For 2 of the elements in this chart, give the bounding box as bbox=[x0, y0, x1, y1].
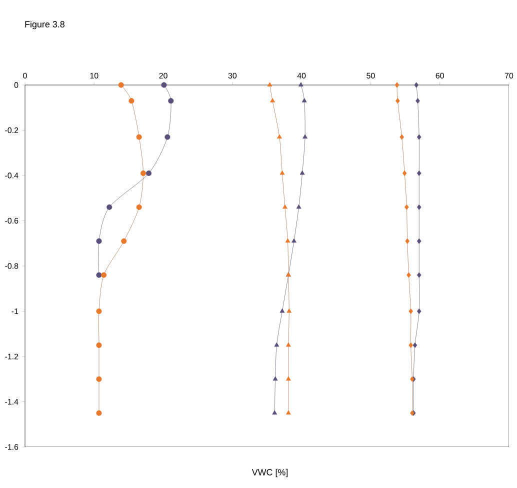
x-axis-title: VWC [%] bbox=[252, 468, 288, 478]
chart-title: Figure 3.8 bbox=[25, 20, 64, 30]
